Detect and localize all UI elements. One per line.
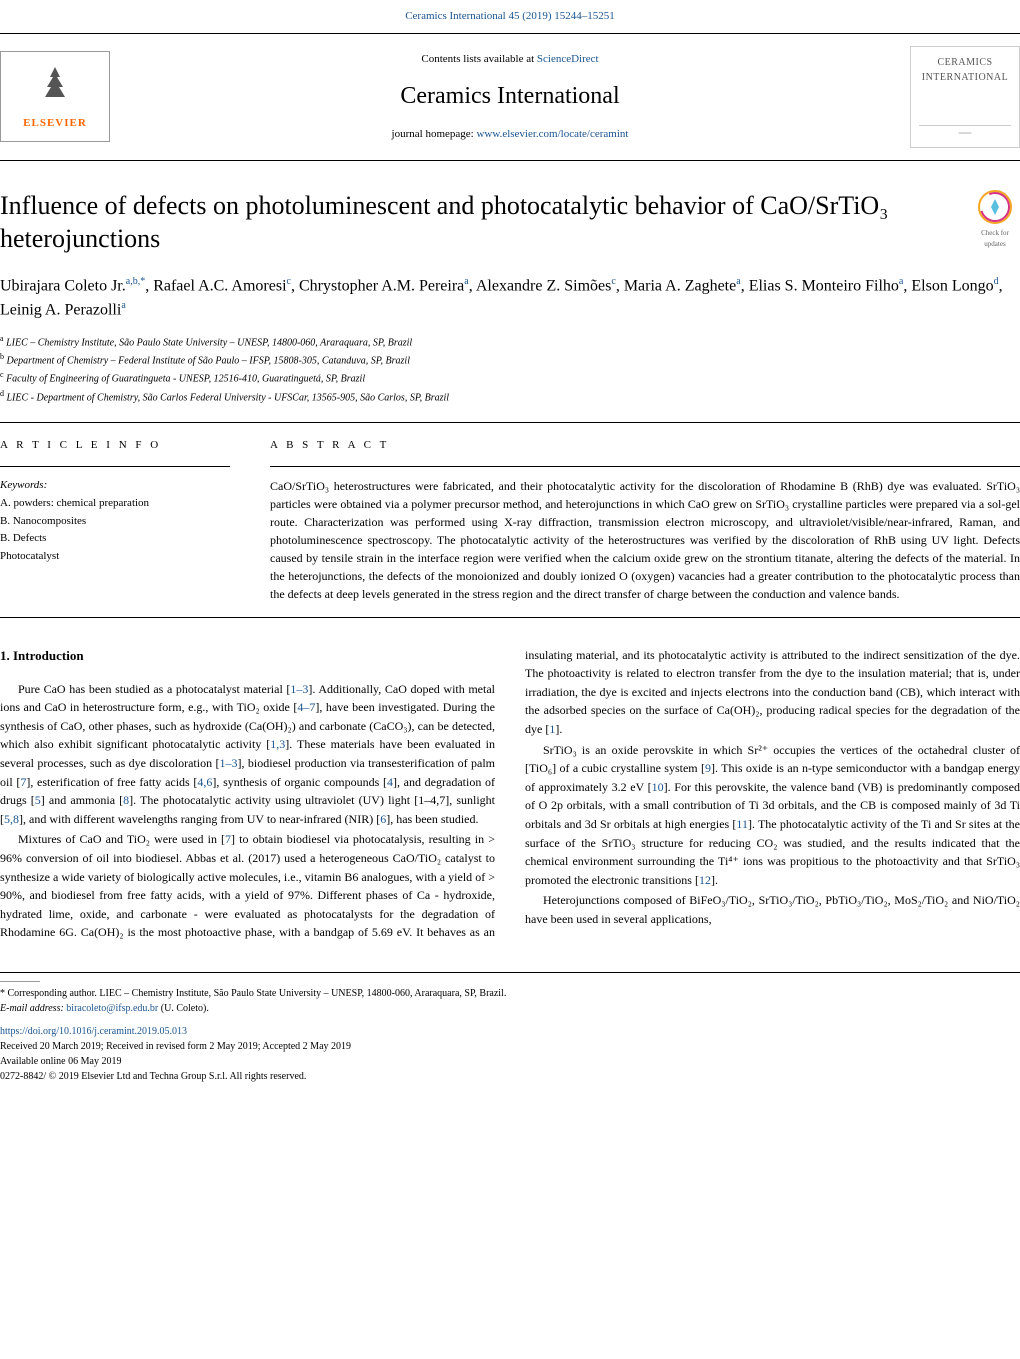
email-link[interactable]: biracoleto@ifsp.edu.br bbox=[66, 1003, 158, 1014]
doi-link[interactable]: https://doi.org/10.1016/j.ceramint.2019.… bbox=[0, 1024, 1020, 1039]
affiliation-item: c Faculty of Engineering of Guaratinguet… bbox=[0, 369, 1020, 387]
homepage-line: journal homepage: www.elsevier.com/locat… bbox=[110, 126, 910, 143]
keyword-item: B. Defects bbox=[0, 530, 230, 548]
homepage-link[interactable]: www.elsevier.com/locate/ceramint bbox=[476, 128, 628, 140]
keyword-item: A. powders: chemical preparation bbox=[0, 495, 230, 513]
journal-header: ELSEVIER Contents lists available at Sci… bbox=[0, 33, 1020, 161]
email-line: E-mail address: biracoleto@ifsp.edu.br (… bbox=[0, 1001, 1020, 1016]
affiliations: a LIEC – Chemistry Institute, São Paulo … bbox=[0, 333, 1020, 406]
article-title: Influence of defects on photoluminescent… bbox=[0, 189, 970, 257]
affiliation-item: b Department of Chemistry – Federal Inst… bbox=[0, 351, 1020, 369]
journal-cover-title: CERAMICS INTERNATIONAL bbox=[919, 55, 1011, 85]
journal-cover-mini: ═══ bbox=[919, 125, 1011, 139]
keyword-item: B. Nanocomposites bbox=[0, 513, 230, 531]
available-line: Available online 06 May 2019 bbox=[0, 1054, 1020, 1069]
body-columns: 1. Introduction Pure CaO has been studie… bbox=[0, 646, 1020, 942]
body-paragraph: SrTiO₃ is an oxide perovskite in which S… bbox=[525, 741, 1020, 890]
authors: Ubirajara Coleto Jr.a,b,*, Rafael A.C. A… bbox=[0, 274, 1020, 323]
abstract-head: A B S T R A C T bbox=[270, 437, 1020, 454]
contents-line: Contents lists available at ScienceDirec… bbox=[110, 51, 910, 68]
contents-prefix: Contents lists available at bbox=[421, 53, 536, 65]
doi-anchor[interactable]: https://doi.org/10.1016/j.ceramint.2019.… bbox=[0, 1026, 187, 1037]
keyword-item: Photocatalyst bbox=[0, 548, 230, 566]
elsevier-tree-icon bbox=[6, 62, 104, 111]
check-updates-badge[interactable]: Check for updates bbox=[970, 189, 1020, 250]
publisher-name: ELSEVIER bbox=[6, 115, 104, 132]
section-1-head: 1. Introduction bbox=[0, 646, 495, 666]
check-updates-label: Check for updates bbox=[970, 228, 1020, 249]
header-center: Contents lists available at ScienceDirec… bbox=[110, 51, 910, 142]
article-info-head: A R T I C L E I N F O bbox=[0, 437, 230, 454]
journal-cover: CERAMICS INTERNATIONAL ═══ bbox=[910, 46, 1020, 148]
homepage-prefix: journal homepage: bbox=[392, 128, 477, 140]
affiliation-item: a LIEC – Chemistry Institute, São Paulo … bbox=[0, 333, 1020, 351]
email-label: E-mail address: bbox=[0, 1003, 64, 1014]
body-paragraph: Heterojunctions composed of BiFeO₃/TiO₂,… bbox=[525, 891, 1020, 928]
article-info: A R T I C L E I N F O Keywords: A. powde… bbox=[0, 437, 230, 603]
journal-ref-link[interactable]: Ceramics International 45 (2019) 15244–1… bbox=[405, 10, 615, 22]
abstract-col: A B S T R A C T CaO/SrTiO₃ heterostructu… bbox=[270, 437, 1020, 603]
body-paragraph: Pure CaO has been studied as a photocata… bbox=[0, 680, 495, 829]
affiliation-item: d LIEC - Department of Chemistry, São Ca… bbox=[0, 388, 1020, 406]
abstract-text: CaO/SrTiO₃ heterostructures were fabrica… bbox=[270, 477, 1020, 603]
journal-name: Ceramics International bbox=[110, 78, 910, 114]
publisher-logo: ELSEVIER bbox=[0, 51, 110, 143]
info-abstract-row: A R T I C L E I N F O Keywords: A. powde… bbox=[0, 422, 1020, 618]
corresponding-author: * Corresponding author. LIEC – Chemistry… bbox=[0, 986, 1020, 1001]
keywords-list: A. powders: chemical preparationB. Nanoc… bbox=[0, 495, 230, 565]
received-line: Received 20 March 2019; Received in revi… bbox=[0, 1039, 1020, 1054]
footer: * Corresponding author. LIEC – Chemistry… bbox=[0, 972, 1020, 1084]
body-section: 1. Introduction Pure CaO has been studie… bbox=[0, 646, 1020, 942]
title-row: Influence of defects on photoluminescent… bbox=[0, 161, 1020, 265]
keywords-label: Keywords: bbox=[0, 477, 230, 494]
journal-reference: Ceramics International 45 (2019) 15244–1… bbox=[0, 0, 1020, 33]
sciencedirect-link[interactable]: ScienceDirect bbox=[537, 53, 599, 65]
copyright-line: 0272-8842/ © 2019 Elsevier Ltd and Techn… bbox=[0, 1069, 1020, 1084]
email-suffix: (U. Coleto). bbox=[161, 1003, 209, 1014]
